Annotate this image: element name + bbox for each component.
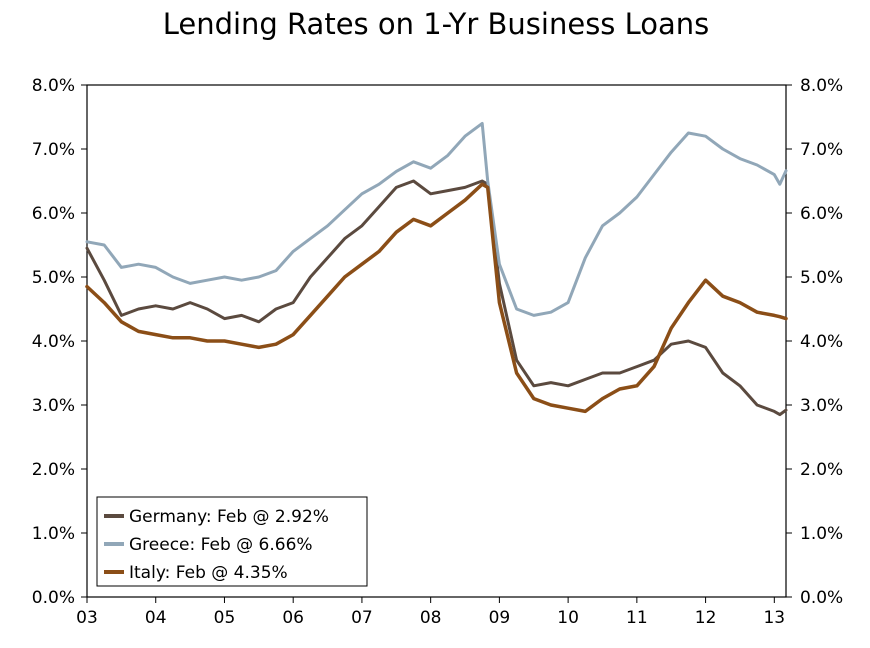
- y-tick-right-label: 8.0%: [800, 76, 843, 96]
- x-tick-label: 07: [351, 608, 373, 628]
- axis-ticks: 0.0% 1.0% 2.0% 3.0% 4.0% 5.0% 6.0% 7.0% 8.0% 0.0%…: [32, 76, 843, 628]
- y-tick-left-label: 3.0%: [32, 396, 75, 416]
- legend: Germany: Feb @ 2.92% Greece: Feb @ 6.66% I…: [96, 496, 368, 587]
- y-tick-left-label: 6.0%: [32, 204, 75, 224]
- chart-title: Lending Rates on 1-Yr Business Loans: [163, 7, 710, 41]
- y-tick-left-label: 8.0%: [32, 76, 75, 96]
- legend-label-italy: Italy: Feb @ 4.35%: [129, 563, 288, 583]
- y-tick-left-label: 4.0%: [32, 332, 75, 352]
- x-tick-label: 04: [145, 608, 167, 628]
- x-tick-label: 12: [695, 608, 717, 628]
- y-tick-right-label: 0.0%: [800, 588, 843, 608]
- y-tick-left-label: 5.0%: [32, 268, 75, 288]
- series-line-italy: [85, 182, 788, 414]
- y-tick-right-label: 5.0%: [800, 268, 843, 288]
- x-tick-label: 10: [557, 608, 579, 628]
- x-tick-label: 11: [626, 608, 648, 628]
- y-tick-right-label: 7.0%: [800, 140, 843, 160]
- y-tick-right-label: 2.0%: [800, 460, 843, 480]
- series-line-greece: [85, 121, 788, 317]
- y-tick-left-label: 1.0%: [32, 524, 75, 544]
- y-tick-right-label: 4.0%: [800, 332, 843, 352]
- y-tick-right-label: 1.0%: [800, 524, 843, 544]
- legend-label-greece: Greece: Feb @ 6.66%: [129, 535, 313, 555]
- y-tick-left-label: 7.0%: [32, 140, 75, 160]
- x-tick-label: 13: [763, 608, 785, 628]
- series-line-germany: [85, 179, 788, 417]
- x-tick-label: 09: [489, 608, 511, 628]
- y-tick-right-label: 6.0%: [800, 204, 843, 224]
- series-lines: [85, 121, 788, 417]
- x-tick-label: 06: [282, 608, 304, 628]
- x-tick-label: 03: [76, 608, 98, 628]
- y-tick-left-label: 0.0%: [32, 588, 75, 608]
- legend-box: [96, 496, 368, 587]
- legend-label-germany: Germany: Feb @ 2.92%: [129, 507, 329, 527]
- x-tick-label: 05: [214, 608, 236, 628]
- y-tick-right-label: 3.0%: [800, 396, 843, 416]
- y-tick-left-label: 2.0%: [32, 460, 75, 480]
- x-tick-label: 08: [420, 608, 442, 628]
